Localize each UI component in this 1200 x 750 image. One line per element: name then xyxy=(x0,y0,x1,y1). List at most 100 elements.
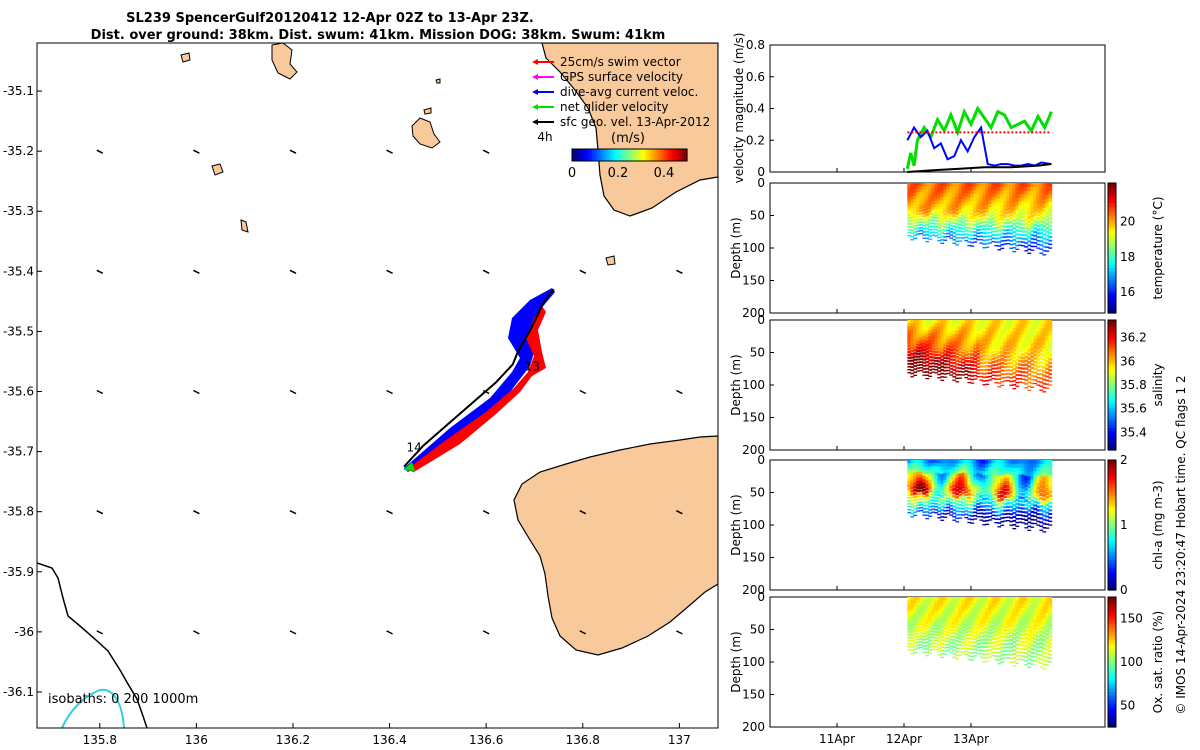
colorbar-cell xyxy=(634,149,638,161)
section-cell xyxy=(985,489,990,494)
section-cell xyxy=(940,607,945,612)
colorbar-cell xyxy=(1108,502,1116,507)
section-cell xyxy=(928,597,933,602)
colorbar-cell xyxy=(1108,476,1116,481)
section-cell xyxy=(976,633,981,636)
velocity-y-tick-label: 0.6 xyxy=(746,70,765,84)
section-cell xyxy=(997,190,1002,196)
section-cell xyxy=(943,513,948,515)
section-cell xyxy=(913,635,918,638)
section-cell xyxy=(934,195,939,199)
section-cell xyxy=(919,221,924,224)
section-cell xyxy=(979,207,984,211)
section-cell xyxy=(976,225,981,228)
section-cell xyxy=(973,621,978,625)
section-cell xyxy=(997,651,1002,654)
section-cell xyxy=(1045,327,1050,333)
section-cell xyxy=(1027,460,1032,466)
section-cell xyxy=(973,326,978,332)
section-cell xyxy=(973,600,978,605)
section-cell xyxy=(1027,637,1032,641)
section-cell xyxy=(961,367,966,370)
section-cell xyxy=(970,641,975,644)
section-cell xyxy=(964,623,969,627)
colorbar-cell xyxy=(1108,362,1116,367)
section-cell xyxy=(1006,628,1011,632)
section-cell xyxy=(952,642,957,645)
section-cell xyxy=(1021,219,1026,223)
section-cell xyxy=(964,350,969,353)
section-cell xyxy=(907,645,912,648)
section-cell xyxy=(970,197,975,202)
section-cell xyxy=(988,326,993,332)
section-cell xyxy=(1024,656,1029,658)
section-cell xyxy=(1036,380,1041,383)
colorbar-cell xyxy=(682,149,686,161)
section-cell xyxy=(1018,348,1023,353)
section-cell xyxy=(955,658,960,660)
section-cell xyxy=(919,465,924,470)
section-cell xyxy=(940,635,945,639)
section-cell xyxy=(1036,657,1041,660)
section-cell xyxy=(964,640,969,643)
section-cell xyxy=(928,196,933,200)
section-cell xyxy=(1042,655,1047,658)
section-cell xyxy=(1000,213,1005,217)
section-cell xyxy=(1021,204,1026,209)
section-cell xyxy=(916,361,921,364)
section-cell xyxy=(1009,657,1014,660)
section-cell xyxy=(1030,343,1035,348)
map-x-tick-label: 135.8 xyxy=(83,733,117,747)
section-cell xyxy=(937,640,942,643)
section-cell xyxy=(1033,345,1038,350)
section-cell xyxy=(967,356,972,360)
section-cell xyxy=(988,460,993,465)
section-cell xyxy=(976,623,981,627)
colorbar-cell xyxy=(1108,218,1116,223)
section-cell xyxy=(928,476,933,480)
section-cell xyxy=(1012,206,1017,211)
section-cell xyxy=(1033,242,1038,244)
section-cell xyxy=(1021,626,1026,630)
section-cell xyxy=(1006,611,1011,615)
section-cell xyxy=(994,356,999,360)
section-cell xyxy=(1030,620,1035,625)
section-cell xyxy=(1027,601,1032,607)
section-cell xyxy=(976,483,981,487)
section-cell xyxy=(958,476,963,481)
section-cell xyxy=(1030,183,1035,188)
section-cell xyxy=(997,604,1002,610)
section-cell xyxy=(967,507,972,510)
section-cell xyxy=(1003,474,1008,479)
colorbar-cell xyxy=(1108,681,1116,686)
section-cell xyxy=(964,506,969,509)
section-cell xyxy=(967,629,972,633)
section-cell xyxy=(910,499,915,502)
section-cell xyxy=(1036,338,1041,343)
section-cell xyxy=(913,508,918,510)
geo-velocity-vector xyxy=(482,510,490,515)
section-cell xyxy=(946,192,951,197)
section-cell xyxy=(937,216,942,220)
section-cell xyxy=(925,364,930,367)
section-cell xyxy=(931,499,936,502)
colorbar-cell xyxy=(1108,567,1116,572)
section-cell xyxy=(928,352,933,356)
section-cell xyxy=(958,350,963,354)
section-cell xyxy=(976,320,981,325)
section-cell xyxy=(973,374,978,377)
section-cell xyxy=(967,219,972,223)
section-cell xyxy=(979,221,984,224)
geo-velocity-vector xyxy=(289,630,297,635)
section-cell xyxy=(946,475,951,479)
section-cell xyxy=(907,481,912,485)
section-cell xyxy=(967,618,972,623)
section-cell xyxy=(985,623,990,627)
section-cell xyxy=(1012,519,1017,522)
section-cell xyxy=(916,644,921,646)
section-cell xyxy=(1036,524,1041,526)
section-cell xyxy=(976,473,981,477)
section-cell xyxy=(1018,363,1023,366)
section-cell xyxy=(934,478,939,482)
